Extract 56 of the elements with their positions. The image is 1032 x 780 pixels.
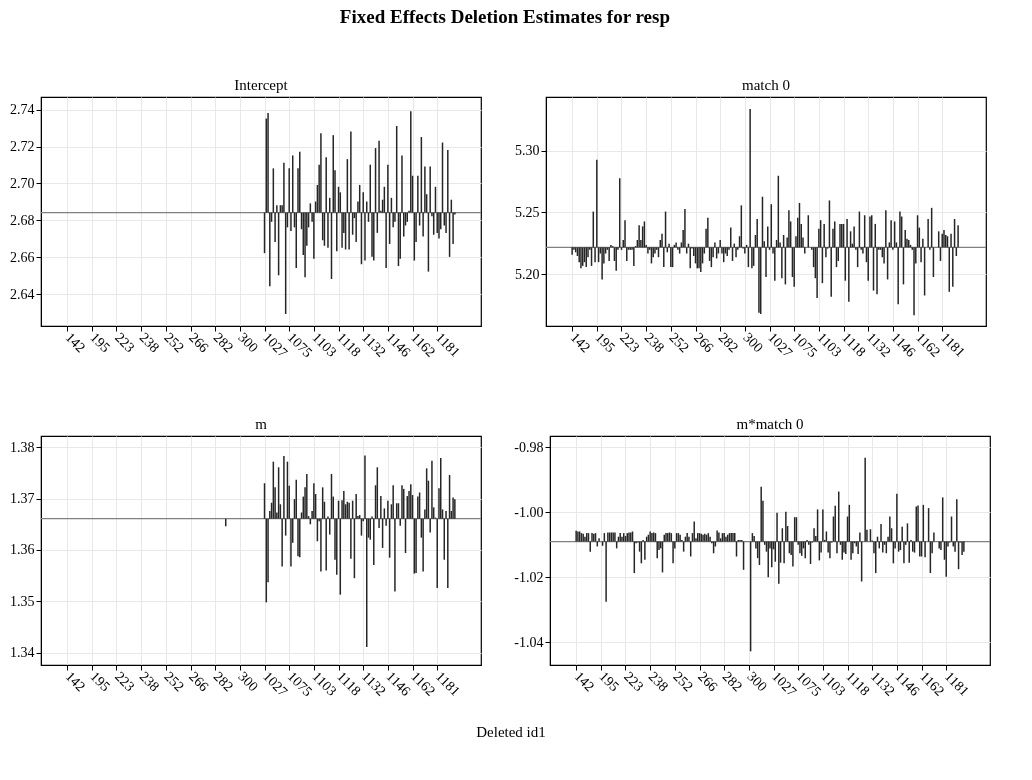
chart-title: match 0 [742, 77, 790, 93]
y-tick-label: 1.35 [10, 593, 35, 609]
x-tick-label: 223 [617, 329, 643, 356]
y-tick-label: -0.98 [514, 439, 544, 455]
x-tick-label: 195 [87, 329, 113, 356]
x-tick-label: 266 [186, 668, 212, 695]
x-tick-label: 266 [186, 329, 212, 356]
x-tick-label: 195 [592, 329, 618, 356]
x-tick-label: 282 [719, 668, 746, 695]
y-tick-label: 2.64 [10, 286, 35, 302]
y-tick-label: 2.70 [10, 175, 35, 191]
x-tick-label: 266 [695, 668, 721, 695]
x-tick-label: 252 [161, 329, 187, 356]
x-tick-label: 223 [112, 668, 138, 695]
chart-title: Intercept [234, 77, 289, 93]
y-tick-label: 2.68 [10, 212, 35, 228]
x-tick-label: 252 [161, 668, 187, 695]
y-tick-label: -1.04 [514, 634, 544, 650]
y-tick-label: 2.74 [10, 102, 35, 118]
x-tick-label: 238 [136, 668, 163, 695]
x-tick-label: 195 [87, 668, 113, 695]
x-tick-label: 142 [62, 668, 89, 695]
x-tick-label: 223 [112, 329, 138, 356]
y-tick-label: 5.30 [515, 143, 540, 159]
x-tick-label: 238 [645, 668, 672, 695]
x-tick-label: 252 [666, 329, 692, 356]
x-tick-label: 238 [641, 329, 668, 356]
x-tick-label: 282 [715, 329, 742, 356]
x-tick-label: 282 [210, 329, 237, 356]
y-tick-label: 5.25 [515, 204, 540, 220]
x-tick-label: 266 [691, 329, 717, 356]
chart-title: m [255, 416, 268, 432]
x-tick-label: 300 [740, 329, 766, 356]
y-tick-label: -1.00 [514, 504, 544, 520]
x-tick-label: 142 [571, 668, 598, 695]
x-tick-label: 300 [235, 668, 261, 695]
x-tick-label: 300 [235, 329, 261, 356]
y-tick-label: 2.66 [10, 249, 35, 265]
x-tick-label: 282 [210, 668, 237, 695]
y-tick-label: 1.38 [10, 439, 35, 455]
x-tick-label: 238 [136, 329, 163, 356]
y-tick-label: 1.36 [10, 542, 35, 558]
chart-title: m*match 0 [736, 416, 804, 432]
y-tick-label: 1.37 [10, 491, 35, 507]
text: Fixed Effects Deletion Estimates for resp [339, 6, 671, 28]
x-tick-label: 300 [744, 668, 770, 695]
y-tick-label: -1.02 [514, 569, 544, 585]
x-tick-label: 252 [670, 668, 696, 695]
x-tick-label: 142 [62, 329, 89, 356]
x-axis-title: Deleted id1 [476, 724, 546, 740]
x-tick-label: 142 [567, 329, 594, 356]
x-tick-label: 195 [596, 668, 622, 695]
x-tick-label: 223 [621, 668, 647, 695]
y-tick-label: 1.34 [10, 645, 35, 661]
y-tick-label: 5.20 [515, 266, 540, 282]
y-tick-label: 2.72 [10, 139, 35, 155]
